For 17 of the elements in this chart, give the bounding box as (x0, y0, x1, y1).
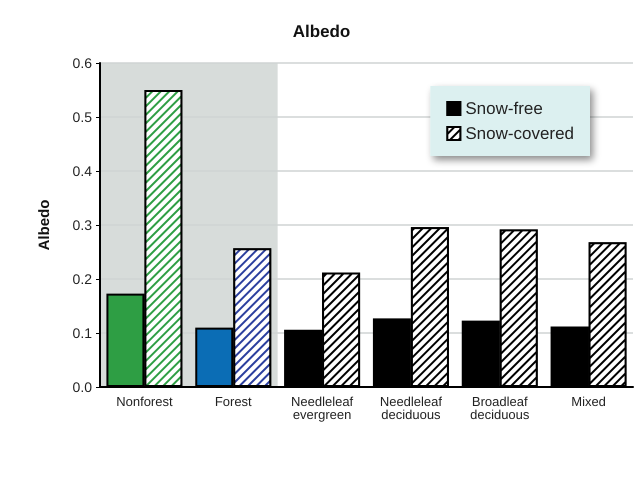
y-axis-title: Albedo (36, 200, 53, 250)
y-tick-label: 0.5 (72, 109, 92, 125)
y-tick-label: 0.4 (72, 163, 92, 179)
y-tick-label: 0.2 (72, 271, 92, 287)
x-tick-label: Needleleaf deciduous (380, 394, 442, 422)
y-tick-label: 0.0 (72, 379, 92, 395)
chart-title: Albedo (292, 22, 350, 41)
y-tick-label: 0.3 (72, 217, 92, 233)
x-tick-label: Needleleaf evergreen (291, 394, 354, 422)
x-tick-label: Mixed (571, 394, 606, 409)
y-tick-label: 0.1 (72, 325, 92, 341)
y-tick-label: 0.6 (72, 55, 92, 71)
x-tick-label: Forest (214, 394, 252, 409)
x-tick-label: Nonforest (116, 394, 173, 409)
legend-label: Snow-free (465, 99, 543, 118)
legend-label: Snow-covered (465, 124, 574, 143)
x-tick-label: Broadleaf deciduous (470, 394, 530, 422)
